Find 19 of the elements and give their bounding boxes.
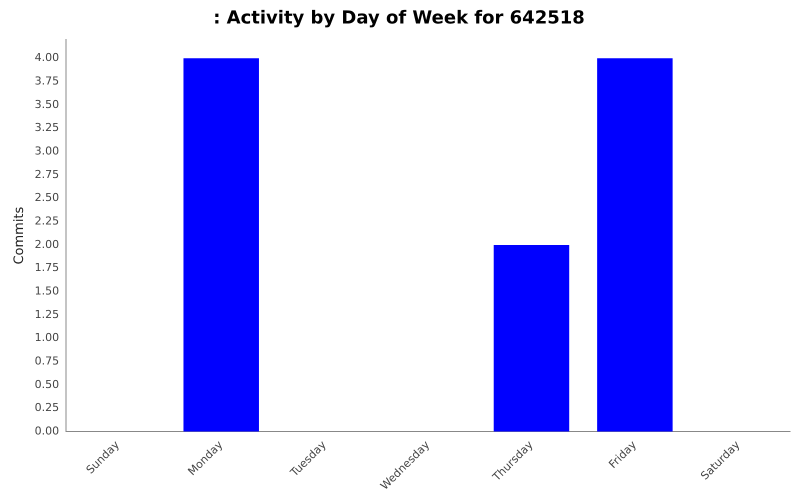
y-tick-label: 1.25 (34, 308, 60, 321)
y-tick-label: 4.00 (34, 51, 60, 64)
y-tick-label: 3.50 (34, 98, 60, 111)
y-tick-label: 1.50 (34, 284, 60, 298)
y-tick-label: 2.75 (34, 168, 60, 181)
y-tick-label: 0.25 (34, 401, 60, 414)
y-tick-label: 0.75 (34, 354, 60, 368)
y-tick-label: 2.00 (34, 238, 60, 251)
y-axis-title: Commits (12, 206, 28, 265)
y-tick-label: 0.50 (34, 378, 60, 391)
y-tick-label: 1.75 (34, 261, 60, 274)
y-tick-label: 3.75 (34, 74, 60, 88)
y-tick-label: 2.25 (34, 214, 60, 228)
y-tick-label: 3.25 (34, 121, 60, 134)
y-tick-label: 1.00 (34, 331, 60, 344)
y-tick-label: 0.00 (34, 424, 60, 438)
y-tick-label: 3.00 (34, 144, 60, 158)
chart-title: : Activity by Day of Week for 642518 (213, 7, 585, 28)
y-tick-label: 2.50 (34, 191, 60, 204)
